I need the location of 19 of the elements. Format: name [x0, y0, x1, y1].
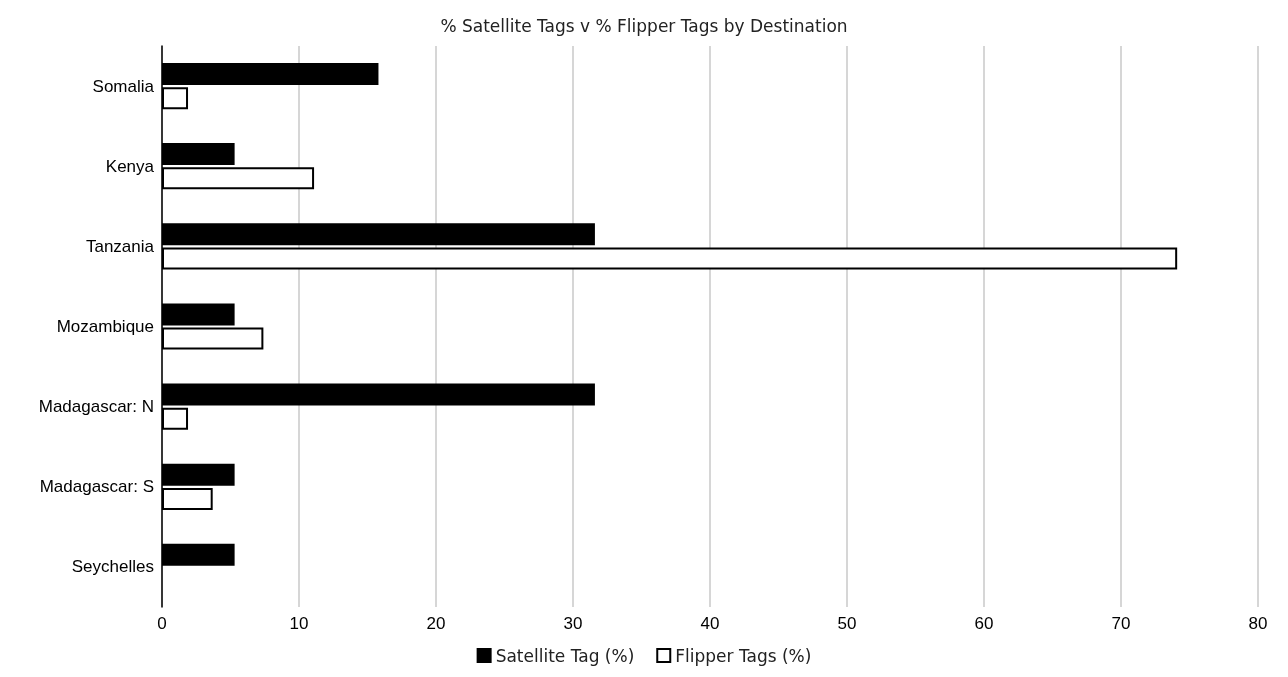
x-tick-label: 30 [563, 614, 583, 633]
chart-title: % Satellite Tags v % Flipper Tags by Destination [440, 15, 848, 36]
y-tick-label: Kenya [105, 156, 155, 176]
y-tick-label: Tanzania [85, 236, 155, 256]
y-tick-label: Seychelles [71, 557, 154, 577]
x-tick-label: 20 [426, 614, 446, 633]
legend-label: Flipper Tags (%) [675, 645, 812, 666]
y-tick-label: Somalia [92, 76, 155, 96]
x-tick-label: 10 [289, 614, 309, 633]
x-tick-label: 40 [700, 614, 720, 633]
y-tick-label: Madagascar: S [39, 477, 154, 497]
y-tick-label: Mozambique [56, 317, 154, 336]
x-tick-label: 80 [1248, 614, 1268, 633]
x-tick-label: 50 [837, 614, 857, 633]
y-tick-label: Madagascar: N [38, 397, 154, 417]
legend-label: Satellite Tag (%) [495, 645, 635, 666]
x-tick-label: 60 [974, 614, 994, 633]
x-tick-label: 70 [1111, 614, 1131, 633]
x-tick-label: 0 [157, 614, 167, 633]
